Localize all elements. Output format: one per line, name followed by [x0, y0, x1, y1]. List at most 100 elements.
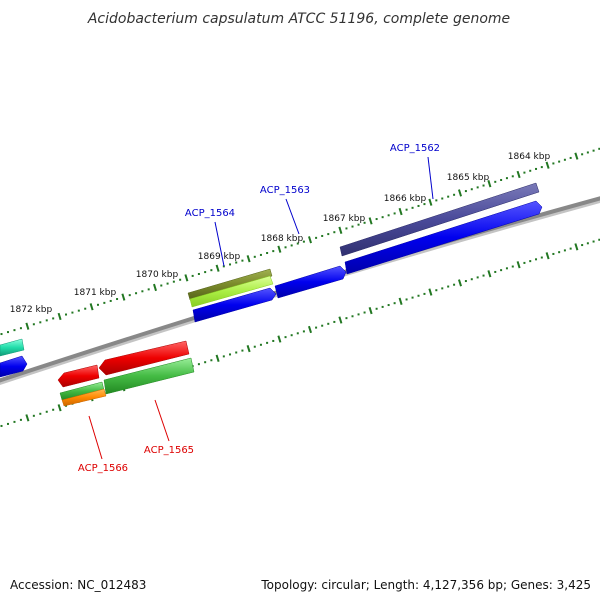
track-dot [71, 311, 74, 314]
track-dot [375, 307, 378, 310]
forward-strand-features [0, 182, 543, 378]
track-dot [563, 249, 566, 252]
gene-label-acp-1562[interactable]: ACP_1562 [390, 143, 440, 154]
track-dot [147, 288, 150, 291]
track-dot [290, 334, 293, 337]
track-dot [535, 258, 538, 261]
track-tick [516, 261, 521, 269]
track-dot [381, 305, 384, 308]
track-tick [458, 279, 462, 287]
gene-label-acp-1564[interactable]: ACP_1564 [185, 208, 235, 219]
track-dot [569, 247, 572, 250]
track-dot [417, 294, 420, 297]
track-dot [529, 169, 532, 172]
track-dot [0, 333, 3, 336]
track-dot [345, 227, 348, 230]
track-dot [586, 151, 589, 154]
track-dot [6, 331, 9, 334]
track-dot [393, 302, 396, 305]
label-leader-line [88, 415, 103, 460]
track-dot [405, 298, 408, 301]
track-tick [487, 180, 492, 188]
cds-feature-orange[interactable] [61, 388, 107, 407]
track-dot [464, 280, 467, 283]
label-leader-line [285, 198, 300, 235]
tick-label: 1870 kbp [136, 270, 179, 280]
track-dot [357, 313, 360, 316]
track-dot [32, 323, 35, 326]
track-dot [128, 294, 131, 297]
track-dot [535, 167, 538, 170]
cds-feature-green[interactable] [103, 357, 195, 395]
gene-label-acp-1565[interactable]: ACP_1565 [144, 445, 194, 456]
track-dot [19, 418, 22, 421]
track-dot [405, 208, 408, 211]
track-dot [45, 410, 48, 413]
track-dot [210, 359, 213, 362]
track-dot [327, 322, 330, 325]
track-dot [333, 231, 336, 234]
track-dot [13, 420, 16, 423]
tick-label: 1865 kbp [447, 173, 490, 183]
gene-label-acp-1563[interactable]: ACP_1563 [260, 185, 310, 196]
tick-label: 1867 kbp [323, 214, 366, 224]
track-tick [338, 316, 343, 324]
track-tick [246, 255, 251, 263]
cds-feature-lime[interactable] [189, 275, 274, 308]
track-tick [277, 335, 282, 343]
track-dot [505, 177, 508, 180]
track-dot [197, 363, 200, 366]
gene-label-acp-1566[interactable]: ACP_1566 [78, 463, 128, 474]
track-dot [191, 274, 194, 277]
track-dot [592, 240, 595, 243]
track-tick [487, 270, 492, 278]
track-tick [457, 189, 463, 197]
cds-feature-blue[interactable] [274, 265, 347, 299]
track-dot [0, 424, 3, 427]
track-dot [259, 253, 262, 256]
cds-feature-purple[interactable] [339, 182, 540, 257]
track-tick [545, 252, 550, 260]
track-dot [315, 326, 318, 329]
track-dot [266, 341, 269, 344]
cds-feature-red[interactable] [98, 340, 190, 376]
cds-feature-blue[interactable] [0, 355, 28, 378]
map-title: Acidobacterium capsulatum ATCC 51196, co… [87, 11, 510, 27]
track-dot [296, 332, 299, 335]
inner-tick-track [0, 238, 600, 427]
track-dot [253, 255, 256, 258]
cds-feature-olive[interactable] [187, 268, 273, 301]
track-dot [253, 345, 256, 348]
track-tick [215, 264, 220, 272]
track-dot [266, 252, 269, 255]
track-tick [89, 303, 94, 311]
track-dot [529, 260, 532, 263]
track-dot [411, 206, 414, 209]
track-dot [116, 298, 119, 301]
track-dot [229, 263, 232, 266]
track-dot [592, 149, 595, 152]
track-tick [25, 322, 30, 330]
cds-feature-teal[interactable] [0, 338, 25, 357]
track-dot [315, 236, 318, 239]
track-dot [581, 244, 584, 247]
track-tick [153, 283, 157, 292]
cds-feature-red[interactable] [57, 364, 100, 388]
track-tick [368, 307, 373, 315]
track-dot [284, 336, 287, 339]
track-dot [586, 242, 589, 245]
track-dot [581, 153, 584, 156]
cds-feature-blue[interactable] [192, 287, 277, 323]
track-dot [357, 223, 360, 226]
track-dot [197, 272, 200, 275]
track-dot [500, 178, 503, 181]
track-dot [166, 282, 169, 285]
cds-feature-blue[interactable] [344, 200, 543, 275]
outer-tick-track [0, 147, 600, 336]
track-dot [476, 276, 479, 279]
track-tick [574, 152, 579, 160]
track-dot [39, 321, 42, 324]
label-leader-line [427, 156, 434, 200]
track-tick [184, 274, 189, 282]
track-dot [13, 329, 16, 332]
